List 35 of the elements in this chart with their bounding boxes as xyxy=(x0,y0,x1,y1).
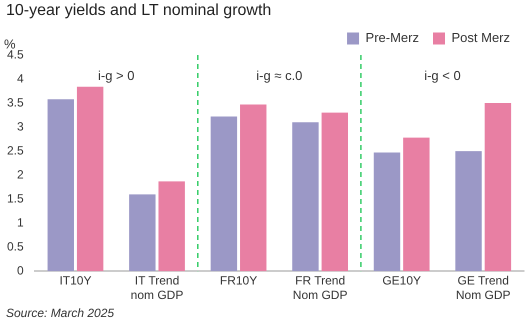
bar xyxy=(240,104,266,272)
y-tick-label: 1 xyxy=(16,215,24,230)
chart-title: 10-year yields and LT nominal growth xyxy=(6,2,272,20)
bar xyxy=(129,194,156,272)
bar xyxy=(374,152,400,272)
bar xyxy=(158,181,185,272)
y-tick-label: 2.5 xyxy=(6,143,24,158)
y-tick-label: 1.5 xyxy=(6,191,24,206)
bar xyxy=(322,112,348,272)
y-tick-label: 0 xyxy=(16,264,24,278)
source-note: Source: March 2025 xyxy=(6,306,114,320)
x-tick-label: GE10Y xyxy=(382,274,422,288)
annotation: i-g < 0 xyxy=(424,68,461,84)
bar xyxy=(76,86,104,272)
annotation: i-g > 0 xyxy=(98,68,134,84)
bar xyxy=(292,122,319,272)
y-tick-label: 4.5 xyxy=(6,47,24,62)
bar xyxy=(455,151,482,272)
x-tick-label: IT10Y xyxy=(59,274,92,288)
annotation: i-g ≈ c.0 xyxy=(256,68,302,84)
x-tick-label: IT Trend nom GDP xyxy=(130,274,184,302)
bar xyxy=(484,103,512,272)
y-tick-label: 2 xyxy=(16,167,24,182)
legend-label: Pre-Merz xyxy=(366,30,419,46)
y-tick-label: 4 xyxy=(16,71,24,86)
y-tick-label: 0.5 xyxy=(6,239,24,254)
y-tick-label: 3.5 xyxy=(6,95,24,110)
x-tick-label: GE Trend Nom GDP xyxy=(456,274,511,302)
bar xyxy=(210,116,238,272)
y-tick-label: 3 xyxy=(16,119,24,134)
x-tick-label: FR10Y xyxy=(220,274,258,288)
x-tick-label: FR Trend Nom GDP xyxy=(292,274,348,302)
legend-label: Post Merz xyxy=(451,30,510,46)
bar xyxy=(48,99,74,272)
bar xyxy=(403,138,430,272)
